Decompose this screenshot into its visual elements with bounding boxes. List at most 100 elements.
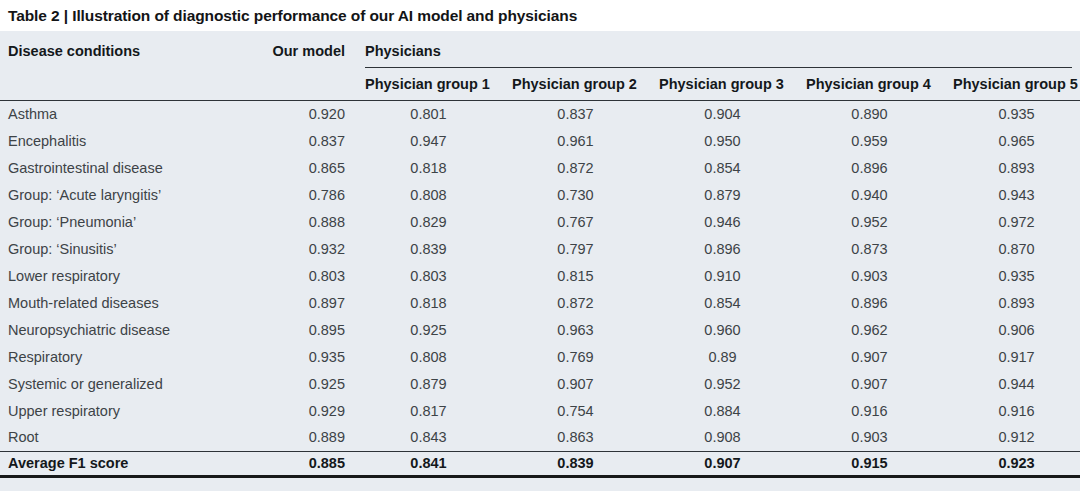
physician-value-cell: 0.916 [933,397,1080,424]
table-row: Group: ‘Sinusitis’0.9320.8390.7970.8960.… [0,235,1080,262]
physician-value-cell: 0.960 [639,316,786,343]
physician-value-cell: 0.916 [786,397,933,424]
physician-value-cell: 0.754 [492,397,639,424]
table-row: Mouth-related diseases0.8970.8180.8720.8… [0,289,1080,316]
physician-value-cell: 0.950 [639,127,786,154]
physician-value-cell: 0.854 [639,154,786,181]
condition-cell: Neuropsychiatric disease [0,316,265,343]
physician-value-cell: 0.952 [639,370,786,397]
average-row: Average F1 score0.8850.8410.8390.9070.91… [0,451,1080,476]
physician-value-cell: 0.940 [786,181,933,208]
physician-value-cell: 0.769 [492,343,639,370]
physician-value-cell: 0.818 [345,289,492,316]
physician-value-cell: 0.959 [786,127,933,154]
physician-value-cell: 0.923 [933,451,1080,476]
condition-cell: Upper respiratory [0,397,265,424]
physician-value-cell: 0.829 [345,208,492,235]
table-row: Asthma0.9200.8010.8370.9040.8900.935 [0,100,1080,127]
table-row: Gastrointestinal disease0.8650.8180.8720… [0,154,1080,181]
physician-value-cell: 0.944 [933,370,1080,397]
table-row: Systemic or generalized0.9250.8790.9070.… [0,370,1080,397]
physician-value-cell: 0.907 [786,370,933,397]
table-band: Disease conditions Our model Physicians … [0,31,1080,491]
physician-value-cell: 0.843 [345,424,492,451]
physician-value-cell: 0.907 [639,451,786,476]
physician-value-cell: 0.872 [492,289,639,316]
our-model-value-cell: 0.837 [265,127,345,154]
physician-value-cell: 0.908 [639,424,786,451]
table-title-text: Table 2 | Illustration of diagnostic per… [8,7,577,25]
table-row: Root0.8890.8430.8630.9080.9030.912 [0,424,1080,451]
physician-value-cell: 0.890 [786,100,933,127]
our-model-value-cell: 0.932 [265,235,345,262]
physician-value-cell: 0.946 [639,208,786,235]
our-model-value-cell: 0.888 [265,208,345,235]
physicians-underline-rule [365,67,1072,68]
table-row: Respiratory0.9350.8080.7690.890.9070.917 [0,343,1080,370]
physician-value-cell: 0.917 [933,343,1080,370]
physician-value-cell: 0.962 [786,316,933,343]
column-header-physician-group-3: Physician group 3 [639,68,786,100]
physician-value-cell: 0.943 [933,181,1080,208]
our-model-value-cell: 0.935 [265,343,345,370]
column-header-physician-group-1: Physician group 1 [345,68,492,100]
physician-value-cell: 0.935 [933,262,1080,289]
physician-value-cell: 0.903 [786,424,933,451]
physician-value-cell: 0.935 [933,100,1080,127]
condition-cell: Respiratory [0,343,265,370]
physician-value-cell: 0.879 [639,181,786,208]
table-body: Asthma0.9200.8010.8370.9040.8900.935Ence… [0,100,1080,476]
physician-value-cell: 0.797 [492,235,639,262]
table-row: Group: ‘Pneumonia’0.8880.8290.7670.9460.… [0,208,1080,235]
table-row: Upper respiratory0.9290.8170.7540.8840.9… [0,397,1080,424]
physician-value-cell: 0.884 [639,397,786,424]
physician-value-cell: 0.910 [639,262,786,289]
our-model-value-cell: 0.803 [265,262,345,289]
our-model-value-cell: 0.929 [265,397,345,424]
physician-value-cell: 0.808 [345,181,492,208]
physician-value-cell: 0.925 [345,316,492,343]
physician-value-cell: 0.854 [639,289,786,316]
physician-value-cell: 0.839 [345,235,492,262]
our-model-value-cell: 0.895 [265,316,345,343]
physician-value-cell: 0.730 [492,181,639,208]
our-model-value-cell: 0.885 [265,451,345,476]
physician-value-cell: 0.837 [492,100,639,127]
physician-value-cell: 0.839 [492,451,639,476]
physician-value-cell: 0.841 [345,451,492,476]
column-header-our-model: Our model [265,31,345,100]
physician-value-cell: 0.906 [933,316,1080,343]
physician-value-cell: 0.89 [639,343,786,370]
physician-value-cell: 0.915 [786,451,933,476]
physician-value-cell: 0.965 [933,127,1080,154]
physician-value-cell: 0.767 [492,208,639,235]
performance-table: Disease conditions Our model Physicians … [0,31,1080,478]
condition-cell: Mouth-related diseases [0,289,265,316]
our-model-value-cell: 0.865 [265,154,345,181]
table-row: Group: ‘Acute laryngitis’0.7860.8080.730… [0,181,1080,208]
physician-value-cell: 0.903 [786,262,933,289]
column-header-physician-group-5: Physician group 5 [933,68,1080,100]
physician-value-cell: 0.818 [345,154,492,181]
condition-cell: Group: ‘Acute laryngitis’ [0,181,265,208]
condition-cell: Systemic or generalized [0,370,265,397]
our-model-value-cell: 0.920 [265,100,345,127]
physician-value-cell: 0.907 [492,370,639,397]
physician-value-cell: 0.896 [786,289,933,316]
physician-value-cell: 0.815 [492,262,639,289]
physician-value-cell: 0.803 [345,262,492,289]
physician-value-cell: 0.873 [786,235,933,262]
condition-cell: Group: ‘Pneumonia’ [0,208,265,235]
header-row-top: Disease conditions Our model Physicians [0,31,1080,68]
physician-value-cell: 0.904 [639,100,786,127]
condition-cell: Root [0,424,265,451]
our-model-value-cell: 0.786 [265,181,345,208]
condition-cell: Gastrointestinal disease [0,154,265,181]
table-row: Lower respiratory0.8030.8030.8150.9100.9… [0,262,1080,289]
column-header-physician-group-2: Physician group 2 [492,68,639,100]
physician-value-cell: 0.893 [933,154,1080,181]
physician-value-cell: 0.907 [786,343,933,370]
our-model-value-cell: 0.925 [265,370,345,397]
physician-value-cell: 0.893 [933,289,1080,316]
physician-value-cell: 0.912 [933,424,1080,451]
